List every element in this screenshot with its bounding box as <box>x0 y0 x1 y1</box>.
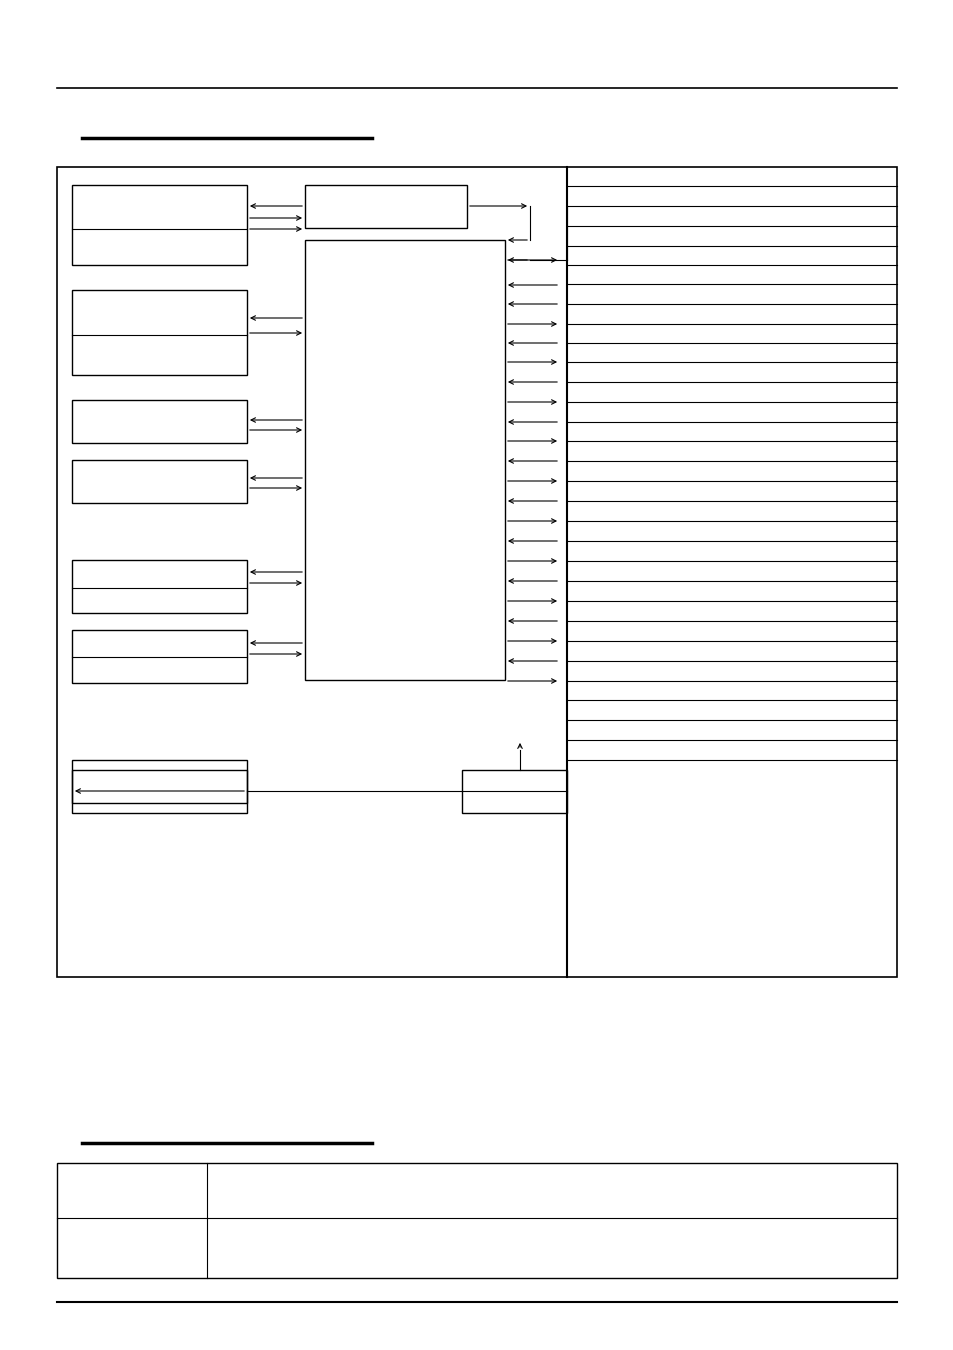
Bar <box>305 240 504 680</box>
Bar <box>461 769 566 813</box>
Bar <box>57 167 896 977</box>
Bar <box>57 1162 896 1278</box>
Bar <box>71 460 247 504</box>
Bar <box>71 400 247 443</box>
Bar <box>71 769 247 813</box>
Bar <box>71 560 247 613</box>
Bar <box>71 185 247 265</box>
Bar <box>71 290 247 375</box>
Bar <box>305 185 467 228</box>
Bar <box>71 630 247 683</box>
Bar <box>71 760 247 803</box>
